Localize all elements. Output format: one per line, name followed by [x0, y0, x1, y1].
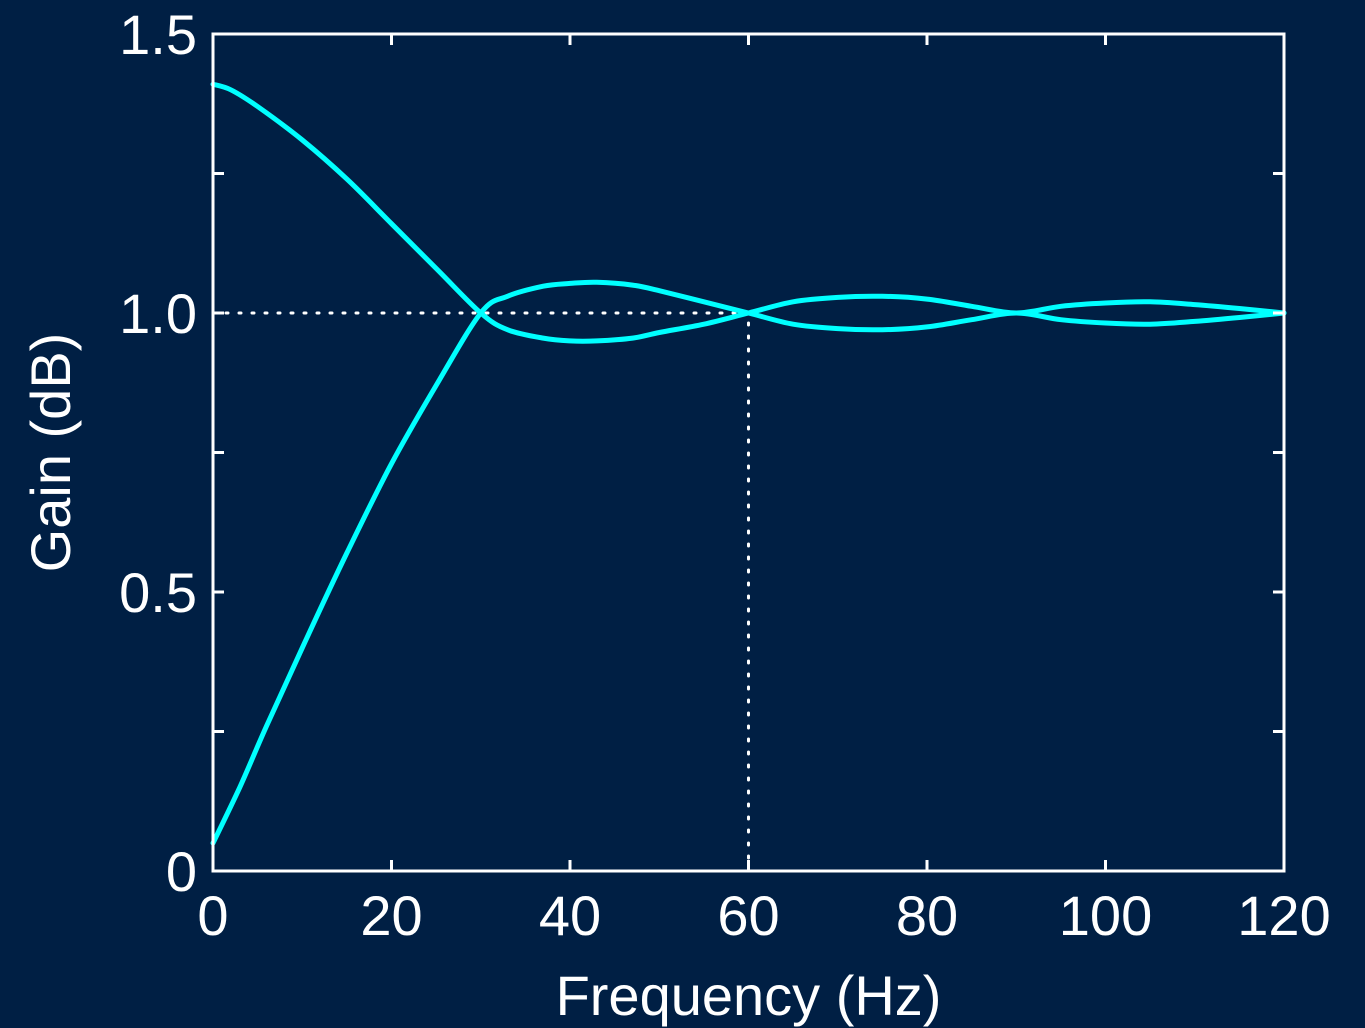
x-tick-label: 60	[717, 884, 779, 947]
x-tick-label: 120	[1237, 884, 1330, 947]
reference-lines	[211, 311, 750, 873]
x-axis-ticks: 0 20 40 60 80 100 120	[197, 34, 1331, 947]
x-tick-label: 20	[360, 884, 422, 947]
series-line-2	[210, 279, 1287, 846]
y-tick-label: 1.5	[119, 3, 197, 66]
y-tick-label: 0.5	[119, 561, 197, 624]
y-axis-ticks: 0 0.5 1.0 1.5	[119, 3, 1284, 903]
x-tick-label: 0	[197, 884, 228, 947]
data-series	[210, 81, 1287, 846]
y-axis-title: Gain (dB)	[19, 333, 82, 573]
x-tick-label: 100	[1059, 884, 1152, 947]
y-tick-label: 1.0	[119, 282, 197, 345]
x-axis-title: Frequency (Hz)	[556, 964, 942, 1027]
series-line-1	[210, 81, 1287, 344]
x-tick-label: 40	[539, 884, 601, 947]
x-tick-label: 80	[896, 884, 958, 947]
y-tick-label: 0	[166, 840, 197, 903]
